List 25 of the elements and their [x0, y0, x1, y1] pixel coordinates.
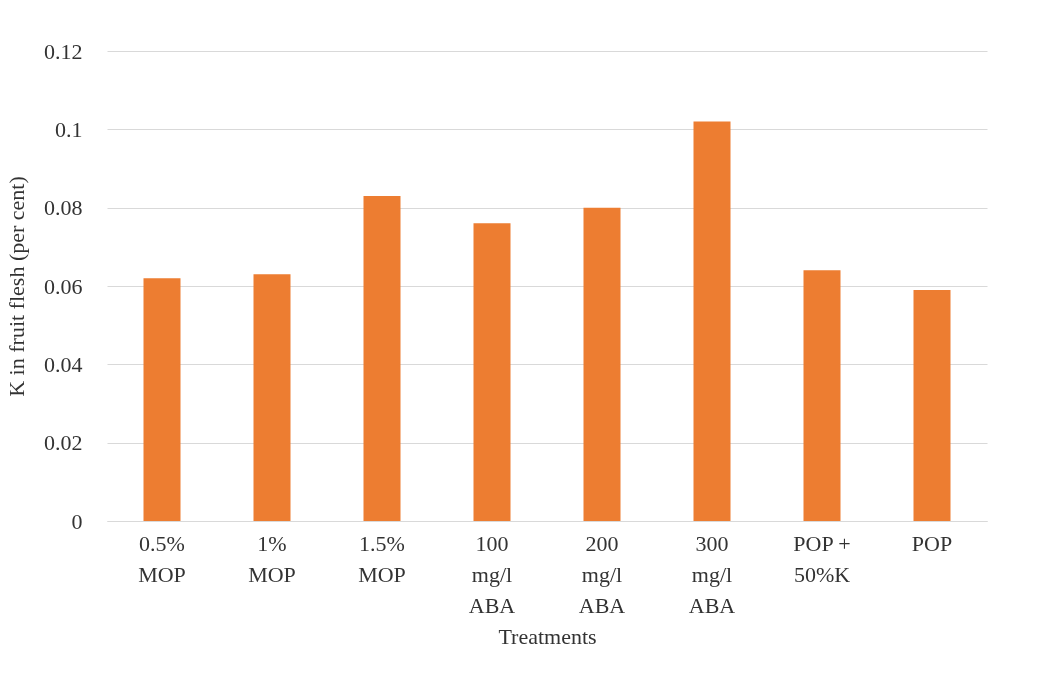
x-tick-label: 200 mg/l ABA	[578, 530, 626, 618]
bar	[803, 270, 841, 521]
x-tick-label: POP + 50%K	[793, 530, 851, 587]
bar	[583, 207, 621, 521]
y-tick-label: 0.06	[44, 273, 83, 299]
y-tick-label: 0.08	[44, 195, 83, 221]
bar	[473, 223, 511, 521]
x-tick-label: 1% MOP	[248, 530, 296, 587]
y-axis-title: K in fruit flesh (per cent)	[4, 176, 29, 397]
bar	[693, 121, 731, 521]
y-tick-label: 0.02	[44, 430, 83, 456]
x-tick-label: 1.5% MOP	[358, 530, 406, 587]
x-tick-label: 100 mg/l ABA	[468, 530, 516, 618]
x-tick-label: POP	[911, 530, 953, 556]
y-tick-label: 0.12	[44, 38, 83, 64]
bar	[143, 278, 181, 521]
x-tick-label: 0.5% MOP	[138, 530, 186, 587]
y-tick-label: 0.1	[55, 116, 83, 142]
y-tick-label: 0	[71, 508, 83, 534]
x-tick-label: 300 mg/l ABA	[688, 530, 736, 618]
bar	[913, 289, 951, 521]
y-tick-label: 0.04	[44, 351, 83, 377]
x-axis-title: Treatments	[498, 623, 597, 649]
bar	[253, 274, 291, 521]
bar	[363, 195, 401, 521]
